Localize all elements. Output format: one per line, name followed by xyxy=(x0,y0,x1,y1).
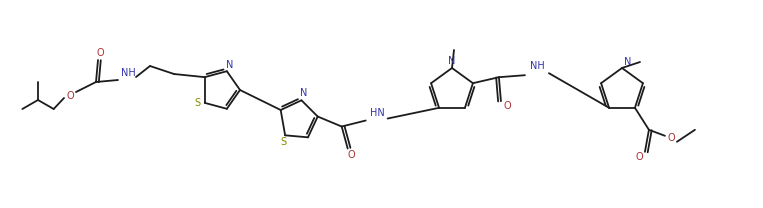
Text: S: S xyxy=(195,98,201,108)
Text: O: O xyxy=(503,101,510,111)
Text: N: N xyxy=(226,60,233,70)
Text: O: O xyxy=(96,48,104,58)
Text: S: S xyxy=(280,137,286,147)
Text: N: N xyxy=(624,57,632,67)
Text: HN: HN xyxy=(370,108,385,118)
Text: O: O xyxy=(635,152,642,162)
Text: N: N xyxy=(449,56,456,66)
Text: O: O xyxy=(66,91,74,101)
Text: NH: NH xyxy=(121,68,135,78)
Text: NH: NH xyxy=(530,61,544,71)
Text: O: O xyxy=(348,150,356,160)
Text: N: N xyxy=(300,88,307,98)
Text: O: O xyxy=(667,133,674,143)
